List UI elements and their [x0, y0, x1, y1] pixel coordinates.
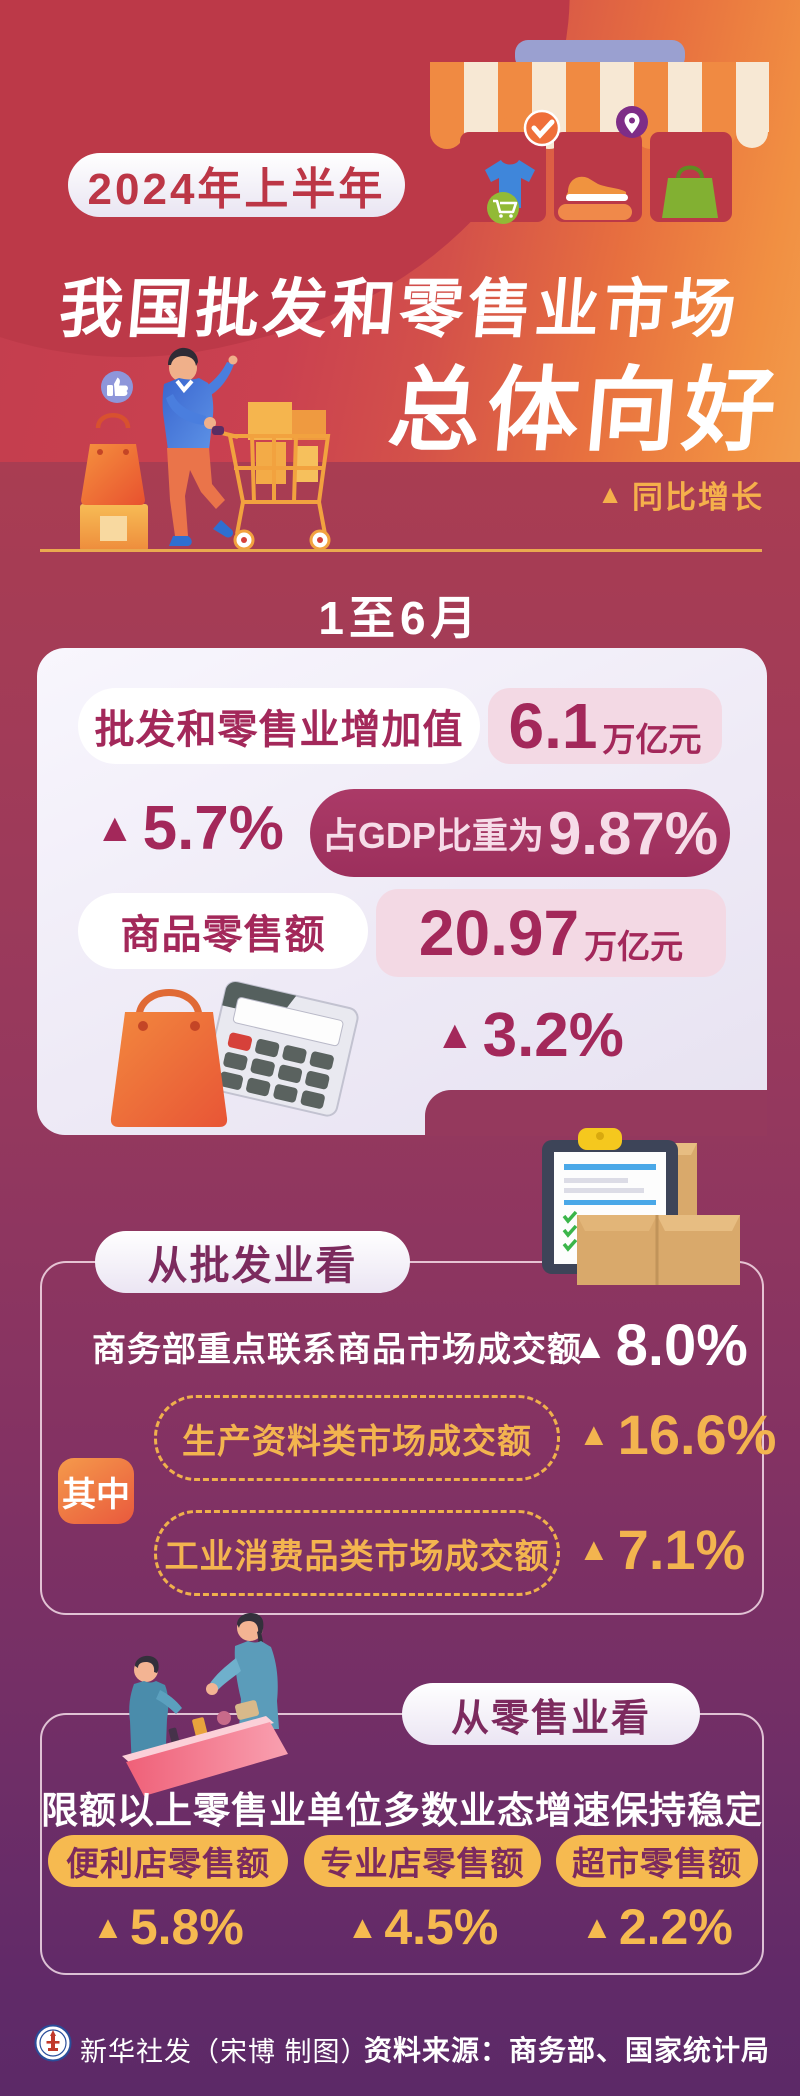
wholesale-section-title-pill: 从批发业看 — [95, 1231, 410, 1293]
specialty-store-pill: 专业店零售额 — [304, 1835, 541, 1887]
check-icon — [523, 109, 561, 147]
retail-sales-growth-pct: 3.2% — [482, 1001, 624, 1070]
orange-bag-icon — [110, 989, 228, 1127]
gdp-share-value: 9.87% — [547, 799, 719, 867]
convenience-store-growth-pct: 5.8% — [129, 1899, 244, 1955]
value-added-growth-pct: 5.7% — [142, 793, 284, 863]
retail-section-title-pill: 从零售业看 — [402, 1683, 700, 1745]
tshirt-icon — [485, 160, 535, 208]
shopping-bag-icon — [662, 165, 718, 218]
xinhua-logo — [34, 2024, 72, 2062]
shopping-bag — [81, 413, 145, 505]
clipboard-and-boxes-illustration — [542, 1128, 740, 1285]
convenience-store-pill: 便利店零售额 — [48, 1835, 288, 1887]
value-added-number: 6.1 — [508, 690, 598, 762]
up-triangle-icon: ▲ — [597, 479, 623, 509]
wholesale-main-stat-label: 商务部重点联系商品市场成交额 — [92, 1331, 582, 1369]
supermarket-growth: ▲ 2.2% — [556, 1898, 758, 1956]
shopper-with-cart-illustration — [80, 347, 331, 551]
value-added-label-pill: 批发和零售业增加值 — [78, 688, 480, 764]
specialty-store-growth: ▲ 4.5% — [304, 1898, 541, 1956]
gdp-share-label: 占GDP比重为 — [321, 815, 544, 856]
value-added-growth: ▲ 5.7% — [95, 784, 284, 872]
thumbs-up-icon — [101, 371, 133, 403]
up-triangle-icon: ▲ — [572, 1324, 608, 1366]
sub-title-slogan: 总体向好 — [384, 360, 786, 462]
convenience-store-growth: ▲ 5.8% — [48, 1898, 288, 1956]
value-added-unit: 万亿元 — [602, 721, 702, 758]
bag-and-calculator-illustration — [110, 980, 359, 1127]
specialty-store-growth-pct: 4.5% — [384, 1899, 499, 1955]
cardboard-box-large — [577, 1215, 740, 1285]
up-triangle-icon: ▲ — [435, 1013, 475, 1057]
supermarket-growth-pct: 2.2% — [618, 1899, 733, 1955]
credit-line: 新华社发（宋博 制图） — [80, 2037, 369, 2067]
shopping-cart — [217, 430, 331, 551]
counter — [122, 1716, 288, 1796]
yoy-legend-label: 同比增长 — [632, 480, 764, 515]
wholesale-main-stat-growth: ▲ 8.0% — [572, 1312, 748, 1379]
man-figure — [162, 347, 238, 546]
period-subtitle: 1至6月 — [318, 592, 482, 644]
yoy-legend: ▲ 同比增长 — [597, 472, 764, 517]
up-triangle-icon: ▲ — [578, 1531, 610, 1567]
up-triangle-icon: ▲ — [581, 1908, 613, 1945]
storefront-illustration — [430, 40, 769, 224]
counter-items — [168, 1700, 259, 1745]
retail-sales-number: 20.97 — [418, 897, 580, 969]
industrial-consumer-goods-pill: 工业消费品类市场成交额 — [154, 1510, 560, 1596]
industrial-consumer-goods-growth-pct: 7.1% — [617, 1518, 746, 1581]
divider-line — [40, 549, 762, 552]
gdp-share-pill: 占GDP比重为 9.87% — [310, 789, 730, 877]
cart-icon — [487, 192, 519, 224]
wholesale-main-growth-pct: 8.0% — [615, 1313, 748, 1378]
counter-bar — [558, 204, 632, 220]
value-added-value-pill: 6.1 万亿元 — [488, 688, 722, 764]
gift-box — [80, 504, 148, 551]
up-triangle-icon: ▲ — [578, 1416, 610, 1452]
sneaker-icon — [566, 176, 628, 201]
among-which-badge: 其中 — [58, 1458, 134, 1524]
calculator-icon — [204, 980, 359, 1117]
retail-sales-growth: ▲ 3.2% — [435, 1000, 624, 1071]
data-source: 资料来源：商务部、国家统计局 — [363, 2035, 770, 2066]
retail-headline: 限额以上零售业单位多数业态增速保持稳定 — [41, 1790, 763, 1831]
retail-sales-label-pill: 商品零售额 — [78, 893, 368, 969]
retail-sales-value-pill: 20.97 万亿元 — [376, 889, 726, 977]
retail-sales-unit: 万亿元 — [584, 928, 684, 965]
up-triangle-icon: ▲ — [92, 1908, 124, 1945]
industrial-consumer-goods-growth: ▲ 7.1% — [578, 1517, 745, 1582]
up-triangle-icon: ▲ — [346, 1908, 379, 1945]
up-triangle-icon: ▲ — [95, 805, 135, 850]
awning-icon — [430, 62, 769, 149]
supermarket-pill: 超市零售额 — [556, 1835, 758, 1887]
location-pin-icon — [616, 106, 648, 138]
summary-card: 批发和零售业增加值 6.1 万亿元 ▲ 5.7% 占GDP比重为 9.87% 商… — [37, 648, 767, 1135]
production-materials-growth-pct: 16.6% — [617, 1403, 777, 1466]
production-materials-growth: ▲ 16.6% — [578, 1402, 776, 1467]
shop-counter-illustration — [122, 1613, 288, 1796]
production-materials-pill: 生产资料类市场成交额 — [154, 1395, 560, 1481]
cart-boxes — [248, 402, 326, 484]
period-badge: 2024年上半年 — [68, 153, 405, 217]
